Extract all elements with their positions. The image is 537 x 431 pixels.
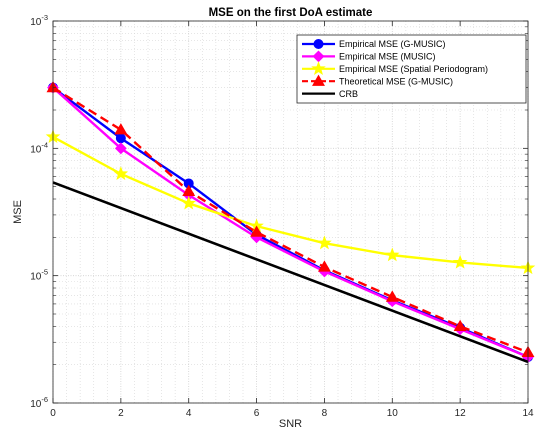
legend-label: Empirical MSE (MUSIC) — [339, 52, 436, 62]
series-line — [52, 86, 529, 359]
x-tick-label: 0 — [50, 408, 56, 419]
y-tick-labels: 10-610-510-410-3 — [30, 13, 48, 410]
y-tick-label: 10-4 — [30, 140, 48, 155]
data-point — [317, 235, 332, 250]
legend-entry: Empirical MSE (G-MUSIC) — [302, 39, 446, 49]
axis-ticks — [52, 20, 529, 404]
y-tick-base: 10 — [30, 17, 42, 28]
legend-label: CRB — [339, 89, 358, 99]
series-line — [52, 86, 529, 354]
data-point — [115, 133, 126, 144]
chart-title: MSE on the first DoA estimate — [209, 7, 373, 19]
data-point — [114, 123, 128, 135]
legend-label: Empirical MSE (G-MUSIC) — [339, 39, 446, 49]
x-tick-label: 12 — [455, 408, 467, 419]
x-tick-label: 10 — [387, 408, 399, 419]
data-point — [385, 247, 400, 262]
x-tick-label: 2 — [118, 408, 124, 419]
x-axis-label: SNR — [279, 418, 302, 430]
x-tick-label: 8 — [322, 408, 328, 419]
x-tick-label: 14 — [522, 408, 534, 419]
x-tick-label: 4 — [186, 408, 192, 419]
series-line — [52, 86, 529, 359]
y-tick-label: 10-5 — [30, 268, 48, 283]
data-point — [385, 290, 399, 302]
data-point — [113, 166, 129, 181]
legend-swatch-marker — [312, 74, 325, 86]
series-3 — [46, 80, 535, 358]
series-line — [52, 135, 529, 270]
legend-label: Theoretical MSE (G-MUSIC) — [339, 76, 453, 86]
legend-box — [296, 34, 527, 104]
legend-swatch-marker — [311, 61, 326, 75]
y-tick-exponent: -3 — [41, 13, 48, 22]
y-tick-exponent: -4 — [41, 140, 48, 149]
data-point — [453, 319, 467, 332]
data-point — [114, 142, 127, 155]
y-tick-label: 10-6 — [30, 395, 48, 410]
legend-swatch-marker — [313, 39, 324, 49]
legend-entry: CRB — [302, 89, 358, 99]
y-axis-label: MSE — [12, 200, 24, 224]
series-line — [52, 181, 529, 364]
data-point — [317, 260, 331, 272]
legend: Empirical MSE (G-MUSIC) Empirical MSE (MU… — [296, 34, 527, 104]
legend-label: Empirical MSE (Spatial Periodogram) — [339, 64, 488, 74]
x-tick-labels: 0 2 4 6 8 10 12 14 — [50, 408, 534, 419]
series-4 — [52, 181, 529, 364]
data-point — [182, 184, 196, 196]
legend-entry: Empirical MSE (Spatial Periodogram) — [302, 61, 488, 75]
x-tick-label: 6 — [254, 408, 260, 419]
data-point — [181, 195, 196, 210]
y-tick-base: 10 — [30, 144, 42, 155]
y-tick-exponent: -5 — [41, 268, 48, 277]
legend-entry: Theoretical MSE (G-MUSIC) — [302, 74, 453, 86]
plot-frame — [52, 20, 529, 404]
y-tick-base: 10 — [30, 272, 42, 283]
data-point — [250, 225, 264, 237]
y-tick-label: 10-3 — [30, 13, 48, 28]
series-layer — [45, 80, 536, 364]
y-tick-base: 10 — [30, 399, 42, 410]
y-tick-exponent: -6 — [41, 395, 48, 404]
data-point — [452, 254, 468, 269]
